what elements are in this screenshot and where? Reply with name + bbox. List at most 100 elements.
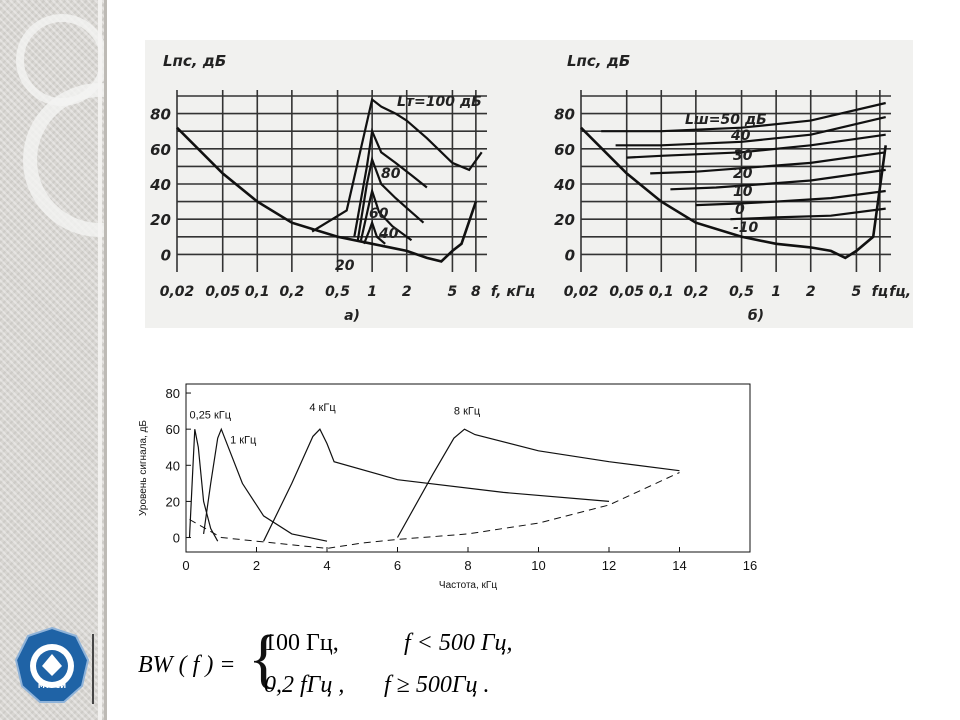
x-tick-label: 2 xyxy=(253,558,260,573)
x-tick-label: 1 xyxy=(771,284,781,300)
y-tick-label: 80 xyxy=(166,386,180,401)
x-tick-label: 0,5 xyxy=(325,284,350,300)
series-label: 4 кГц xyxy=(309,402,336,414)
y-tick-label: 80 xyxy=(554,106,575,124)
y-tick-label: 20 xyxy=(554,211,575,229)
x-tick-label: 2 xyxy=(402,284,412,300)
x-tick-label: 0,02 xyxy=(160,284,195,300)
x-axis-label: Частота, кГц xyxy=(439,580,497,591)
chart-masking-levels: 0 2 4 6 8 10 12 14 16 80 60 40 20 0 Частота, кГц Уровен… xyxy=(138,383,757,591)
y-tick-label: 20 xyxy=(166,494,180,509)
chart-panel-c: 0 2 4 6 8 10 12 14 16 80 60 40 20 0 Частота, кГц Уровен… xyxy=(138,383,757,591)
y-tick-label: 0 xyxy=(565,246,575,264)
series-line xyxy=(396,428,680,538)
y-tick-label: 80 xyxy=(150,106,171,124)
curve-label: -10 xyxy=(733,220,759,236)
series-line xyxy=(263,428,610,542)
sidebar-edge xyxy=(98,0,102,720)
series-label: 0,25 кГц xyxy=(190,409,232,421)
series-label: 8 кГц xyxy=(454,406,481,418)
masking-threshold-curve xyxy=(189,472,680,549)
slide-sidebar xyxy=(0,0,107,720)
x-tick-label: 0,02 xyxy=(564,284,599,300)
bandwidth-formula: BW ( f ) = { 100 Гц, f < 500 Гц, 0,2 fГц… xyxy=(138,622,513,698)
y-axis-label: Уровень сигнала, дБ xyxy=(138,420,149,516)
y-tick-label: 20 xyxy=(150,211,171,229)
series-line xyxy=(311,97,483,233)
panel-label: а) xyxy=(344,308,360,324)
y-tick-label: 60 xyxy=(554,141,575,159)
formula-lhs: BW ( f ) = xyxy=(138,652,236,678)
y-tick-label: 60 xyxy=(166,422,180,437)
x-tick-label: 5 xyxy=(852,284,862,300)
x-tick-label: 8 xyxy=(464,558,471,573)
x-tick-label: 4 xyxy=(323,558,330,573)
x-tick-label: 0,5 xyxy=(729,284,754,300)
y-tick-label: 40 xyxy=(149,176,171,194)
logo-label: МТУСИ xyxy=(38,682,66,690)
y-tick-label: 40 xyxy=(166,458,180,473)
x-tick-label: 0 xyxy=(182,558,189,573)
x-tick-label: 2 xyxy=(806,284,816,300)
series-line xyxy=(188,429,219,542)
x-tick-label: fц xyxy=(872,284,888,300)
curve-label: 60 xyxy=(369,206,389,222)
y-axis-label: Lпс, дБ xyxy=(567,52,630,70)
x-tick-label: 0,2 xyxy=(683,284,708,300)
threshold-curve xyxy=(176,126,478,263)
series-line xyxy=(601,101,886,133)
curve-label: 10 xyxy=(733,184,753,200)
x-tick-label: 12 xyxy=(602,558,616,573)
x-tick-label: 10 xyxy=(531,558,545,573)
curve-label: 20 xyxy=(733,166,753,182)
series-line xyxy=(615,116,886,147)
series-line xyxy=(353,127,428,237)
series-line xyxy=(359,186,413,242)
x-tick-label: 0,1 xyxy=(649,284,674,300)
x-tick-label: 0,2 xyxy=(279,284,304,300)
series-line xyxy=(670,168,886,191)
sidebar-decoration xyxy=(16,14,104,237)
series-line xyxy=(362,219,386,245)
y-axis-label: Lпс, дБ xyxy=(163,52,226,70)
curve-label: 0 xyxy=(735,202,745,218)
y-tick-label: 60 xyxy=(150,141,171,159)
series-line xyxy=(203,427,328,542)
curve-label: Lт=100 дБ xyxy=(397,94,482,110)
series-line xyxy=(356,155,425,241)
logo-divider xyxy=(92,634,94,704)
formula-row1-condition: f < 500 Гц, xyxy=(404,630,513,656)
curve-label: 40 xyxy=(730,128,751,144)
x-tick-label: 6 xyxy=(394,558,401,573)
panel-label: б) xyxy=(748,308,764,324)
curve-label: 20 xyxy=(335,258,355,274)
y-tick-label: 0 xyxy=(161,246,171,264)
x-tick-label: 8 xyxy=(471,284,481,300)
x-axis-label: f, кГц xyxy=(491,284,535,300)
x-tick-label: 0,05 xyxy=(205,284,240,300)
curve-label: 30 xyxy=(733,148,753,164)
x-tick-label: 14 xyxy=(672,558,686,573)
university-logo: МТУСИ xyxy=(14,626,90,703)
chart-panel-a: 80 60 40 20 0 0,02 0,05 0,1 0,2 0,5 1 2 5 8 f, кГц Lпс,… xyxy=(149,52,535,324)
x-tick-label: 0,1 xyxy=(245,284,270,300)
threshold-curve xyxy=(580,126,887,260)
series-label: 1 кГц xyxy=(230,435,257,447)
curve-label: 40 xyxy=(378,226,399,242)
formula-row1-value: 100 Гц, xyxy=(264,630,339,656)
x-axis-label: fц, кГц xyxy=(889,284,913,300)
formula-row2-value: 0,2 fГц , xyxy=(264,672,344,698)
curve-label: 80 xyxy=(381,166,401,182)
series-line xyxy=(730,207,886,221)
x-tick-label: 5 xyxy=(448,284,458,300)
series-line xyxy=(626,133,886,159)
formula-brace: { xyxy=(248,622,280,695)
series-line xyxy=(695,189,886,207)
y-tick-label: 0 xyxy=(173,531,180,546)
series-line xyxy=(650,151,886,175)
x-tick-label: 1 xyxy=(367,284,377,300)
curve-label: Lш=50 дБ xyxy=(685,112,767,128)
formula-row2-condition: f ≥ 500Гц . xyxy=(384,672,490,698)
